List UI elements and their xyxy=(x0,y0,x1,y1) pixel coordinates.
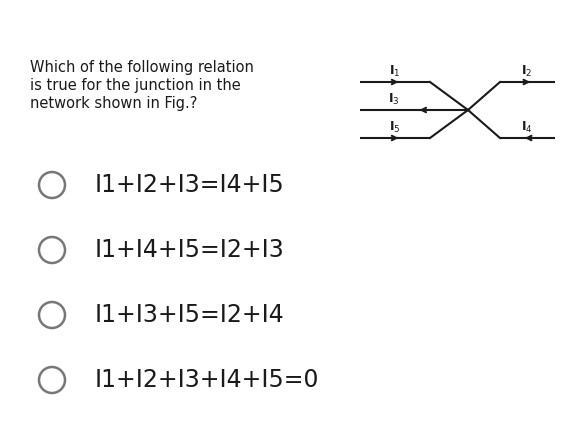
Text: I$_3$: I$_3$ xyxy=(388,92,400,107)
Text: I$_2$: I$_2$ xyxy=(521,64,533,79)
Text: I1+I2+I3+I4+I5=0: I1+I2+I3+I4+I5=0 xyxy=(95,368,320,392)
Text: I1+I2+I3=I4+I5: I1+I2+I3=I4+I5 xyxy=(95,173,285,197)
Text: I$_4$: I$_4$ xyxy=(521,120,533,135)
Text: is true for the junction in the: is true for the junction in the xyxy=(30,78,241,93)
Text: I$_1$: I$_1$ xyxy=(389,64,401,79)
Text: network shown in Fig.?: network shown in Fig.? xyxy=(30,96,197,111)
Text: I1+I4+I5=I2+I3: I1+I4+I5=I2+I3 xyxy=(95,238,285,262)
Text: I1+I3+I5=I2+I4: I1+I3+I5=I2+I4 xyxy=(95,303,285,327)
Text: I$_5$: I$_5$ xyxy=(389,120,401,135)
Text: Which of the following relation: Which of the following relation xyxy=(30,60,254,75)
